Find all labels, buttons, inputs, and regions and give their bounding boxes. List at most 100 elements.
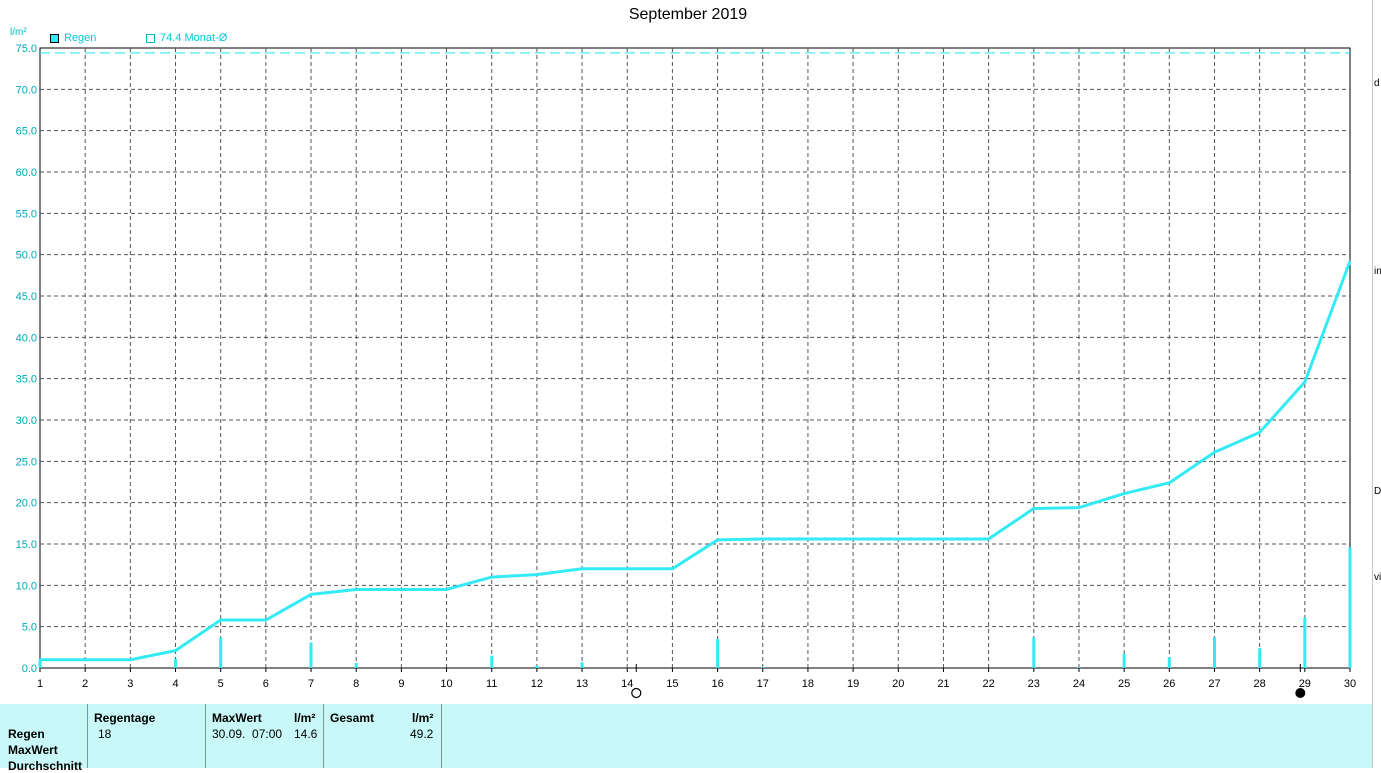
cumulative-point — [581, 568, 583, 570]
x-tick-label: 29 — [1299, 678, 1311, 690]
stats-maxwert: MaxWert l/m² 30.09. 07:00 14.6 — [206, 704, 324, 768]
x-tick-label: 11 — [486, 678, 497, 690]
chart-title: September 2019 — [628, 6, 748, 23]
daily-rain-bar — [490, 655, 494, 668]
daily-rain-bar — [174, 658, 178, 668]
row-label-maxwert: MaxWert — [8, 743, 58, 757]
edge-text-1: d — [1374, 78, 1380, 89]
cumulative-point — [310, 593, 312, 596]
y-tick-label: 45.0 — [16, 291, 37, 303]
legend-regen-swatch — [50, 33, 59, 43]
cumulative-rain-line — [40, 260, 1352, 662]
daily-rain-bar — [716, 639, 720, 668]
gesamt-header: Gesamt — [330, 711, 375, 725]
x-tick-label: 3 — [127, 678, 133, 690]
cumulative-point — [400, 588, 403, 591]
x-tick-label: 10 — [440, 678, 452, 690]
plot-area — [39, 47, 1351, 669]
regentage-header: Regentage — [94, 711, 156, 725]
daily-rain-bar — [580, 662, 584, 668]
maxwert-value: 14.6 — [294, 727, 318, 741]
x-tick-label: 28 — [1254, 678, 1266, 690]
legend-regen-label: Regen — [64, 32, 97, 44]
cumulative-point — [490, 576, 493, 578]
regentage-value: 18 — [98, 727, 112, 741]
edge-text-3: D — [1374, 486, 1381, 497]
x-tick-label: 27 — [1208, 678, 1220, 690]
daily-rain-bar — [1258, 648, 1262, 668]
x-tick-label: 16 — [711, 678, 723, 690]
x-tick-label: 24 — [1073, 678, 1085, 690]
x-tick-label: 8 — [353, 678, 359, 690]
x-tick-label: 25 — [1118, 678, 1130, 690]
legend-monthly-average: 74.4 Monat-Ø — [146, 32, 227, 44]
daily-rain-bar — [1348, 547, 1352, 668]
rain-chart: 0.0 5.0 10.0 15.0 20.0 25.0 30.0 35.0 40.0 45.0 50… — [16, 43, 1356, 699]
y-tick-label: 50.0 — [16, 250, 37, 262]
y-axis-unit: l/m² — [10, 27, 27, 38]
statistics-panel: Regen MaxWert Durchschnitt Regentage 18 … — [0, 704, 1372, 773]
y-tick-label: 30.0 — [16, 415, 37, 427]
cumulative-point — [1168, 482, 1171, 484]
daily-rain-bar — [1212, 637, 1216, 668]
cumulative-point — [84, 658, 86, 661]
x-tick-label: 22 — [982, 678, 994, 690]
x-tick-label: 7 — [308, 678, 314, 690]
maxwert-date: 30.09. 07:00 — [212, 727, 283, 741]
y-tick-label: 65.0 — [16, 126, 37, 138]
cumulative-point — [219, 619, 222, 621]
x-tick-label: 18 — [802, 678, 814, 690]
maxwert-unit: l/m² — [294, 711, 316, 725]
cumulative-point — [1078, 506, 1080, 509]
cumulative-point — [129, 658, 132, 661]
x-tick-label: 12 — [531, 678, 543, 690]
right-window-edge: d in D vi — [1372, 0, 1381, 768]
cumulative-point — [355, 588, 358, 591]
cumulative-point — [1123, 492, 1125, 495]
x-tick-label: 23 — [1028, 678, 1040, 690]
cumulative-point — [1258, 431, 1261, 434]
cumulative-point — [897, 538, 900, 540]
x-tick-label: 14 — [621, 678, 633, 690]
stats-gesamt: Gesamt l/m² 49.2 — [324, 704, 442, 768]
daily-rain-bar — [219, 637, 223, 668]
cumulative-point — [852, 538, 854, 540]
cumulative-point — [1304, 381, 1306, 383]
cumulative-point — [445, 588, 448, 591]
new-moon-icon — [1295, 688, 1306, 698]
edge-text-4: vi — [1374, 572, 1381, 583]
cumulative-point — [536, 573, 538, 576]
row-label-durchschnitt: Durchschnitt — [8, 759, 83, 773]
cumulative-point — [1213, 451, 1216, 454]
daily-rain-bar — [1303, 617, 1307, 668]
x-tick-label: 26 — [1163, 678, 1175, 690]
cumulative-point — [716, 539, 719, 541]
daily-rain-bar — [1122, 653, 1126, 668]
x-tick-label: 6 — [263, 678, 269, 690]
x-tick-label: 30 — [1344, 678, 1356, 690]
y-tick-label: 5.0 — [22, 622, 37, 634]
daily-rain-bar — [761, 667, 765, 668]
cumulative-point — [265, 619, 267, 621]
y-tick-label: 15.0 — [16, 539, 37, 551]
x-tick-label: 15 — [666, 678, 678, 690]
y-tick-label: 10.0 — [16, 580, 37, 592]
y-tick-label: 55.0 — [16, 208, 37, 220]
cumulative-point — [39, 658, 41, 661]
x-tick-label: 21 — [937, 678, 949, 690]
stats-row-labels: Regen MaxWert Durchschnitt — [0, 704, 88, 773]
x-tick-label: 9 — [398, 678, 404, 690]
row-label-regen: Regen — [8, 727, 45, 741]
daily-rain-bar — [354, 663, 358, 668]
y-tick-label: 20.0 — [16, 498, 37, 510]
daily-rain-bar — [1167, 657, 1171, 668]
legend-regen: Regen — [50, 32, 96, 44]
y-tick-label: 75.0 — [16, 43, 37, 55]
y-tick-label: 25.0 — [16, 456, 37, 468]
legend-average-swatch — [146, 33, 155, 43]
cumulative-point — [987, 538, 990, 540]
x-tick-label: 20 — [892, 678, 904, 690]
gesamt-value: 49.2 — [410, 727, 434, 741]
y-tick-label: 40.0 — [16, 332, 37, 344]
y-tick-label: 70.0 — [16, 84, 37, 96]
